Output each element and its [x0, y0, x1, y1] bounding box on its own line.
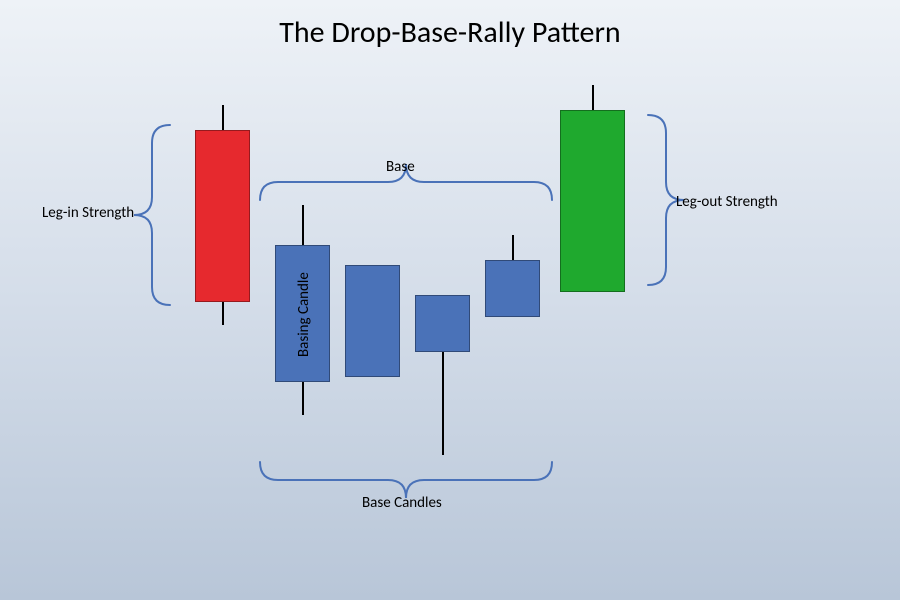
brace-base-top — [260, 182, 552, 218]
candle-body — [195, 130, 250, 302]
label-base: Base — [386, 158, 415, 176]
candle-body — [485, 260, 540, 317]
label-base-candles: Base Candles — [362, 494, 442, 512]
label-leg-out: Leg-out Strength — [676, 193, 778, 211]
candle-body — [345, 265, 400, 377]
diagram-canvas: The Drop-Base-Rally Pattern Leg-in Stren… — [0, 0, 900, 600]
candle-leg-in — [195, 0, 250, 600]
label-leg-in: Leg-in Strength — [42, 204, 134, 222]
label-basing-candle: Basing Candle — [295, 256, 313, 374]
brace-leg-in — [152, 125, 188, 305]
candle-body — [415, 295, 470, 352]
brace-base-bottom — [260, 462, 552, 498]
candle-leg-out — [560, 0, 625, 600]
candle-base-4 — [485, 0, 540, 600]
candle-body — [560, 110, 625, 292]
